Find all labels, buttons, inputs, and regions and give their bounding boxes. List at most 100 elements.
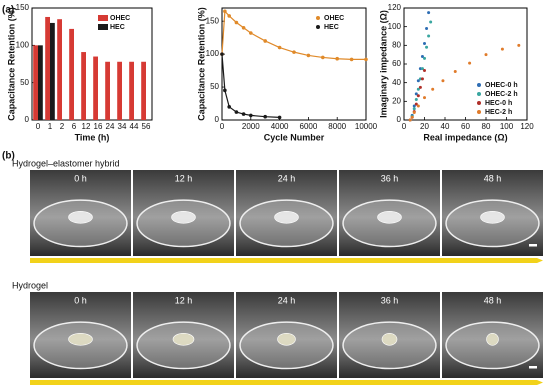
point — [227, 14, 231, 18]
point — [335, 56, 340, 61]
y-tick-label: 60 — [392, 59, 401, 68]
point — [416, 87, 420, 91]
point — [500, 47, 504, 51]
x-tick-label: 20 — [420, 122, 429, 131]
bar — [81, 52, 86, 121]
point — [241, 25, 246, 30]
y-axis-label: Capacitance Retention (%) — [196, 7, 206, 121]
point — [263, 114, 268, 119]
time-label: 24 h — [278, 295, 296, 305]
point — [220, 52, 224, 56]
point — [418, 85, 422, 89]
point — [410, 115, 414, 119]
legend-swatch — [98, 15, 108, 21]
x-axis-label: Real impedance (Ω) — [423, 132, 507, 142]
x-tick-label: 24 — [106, 122, 115, 131]
y-tick-label: 150 — [206, 16, 220, 25]
point — [234, 20, 239, 25]
point — [425, 27, 429, 31]
point — [306, 53, 311, 58]
y-tick-label: 50 — [20, 78, 29, 87]
x-tick-label: 16 — [94, 122, 103, 131]
point — [414, 97, 418, 101]
point — [418, 67, 422, 71]
point — [429, 20, 433, 24]
x-tick-label: 1 — [48, 122, 53, 131]
x-tick-label: 80 — [482, 122, 491, 131]
point — [427, 11, 431, 15]
sample — [381, 332, 398, 346]
point — [412, 111, 416, 115]
point — [414, 92, 418, 96]
point — [416, 79, 420, 83]
time-label: 48 h — [484, 295, 502, 305]
point — [412, 107, 416, 111]
legend-swatch — [477, 83, 481, 87]
x-tick-label: 4000 — [271, 122, 289, 131]
sample — [377, 211, 402, 224]
y-tick-label: 150 — [16, 3, 30, 12]
x-tick-label: 6 — [72, 122, 77, 131]
y-axis-label: Imaginary impedance (Ω) — [378, 10, 388, 118]
point — [423, 69, 426, 73]
series-line — [221, 54, 280, 118]
point — [423, 56, 426, 60]
point — [418, 77, 422, 81]
legend-swatch — [316, 25, 320, 29]
point — [234, 110, 239, 114]
point — [223, 88, 227, 93]
legend-swatch — [98, 24, 108, 30]
y-tick-label: 0 — [215, 115, 220, 124]
y-tick-label: 40 — [392, 78, 401, 87]
legend-swatch — [477, 110, 481, 114]
time-label: 0 h — [74, 173, 87, 183]
x-tick-label: 0 — [36, 122, 41, 131]
x-tick-label: 12 — [82, 122, 91, 131]
sample — [277, 332, 296, 346]
point — [468, 61, 472, 65]
x-tick-label: 40 — [441, 122, 450, 131]
point — [517, 43, 521, 47]
time-label: 36 h — [381, 173, 399, 183]
panel-label: (b) — [2, 151, 15, 162]
bar — [45, 16, 50, 120]
y-tick-label: 0 — [25, 115, 30, 124]
point — [441, 79, 445, 83]
bar — [38, 45, 43, 121]
x-tick-label: 2 — [60, 122, 65, 131]
x-tick-label: 60 — [461, 122, 470, 131]
legend-swatch — [316, 16, 320, 20]
time-label: 48 h — [484, 173, 502, 183]
timeline-arrow — [30, 380, 543, 385]
y-axis-label: Capacitance Retention (%) — [6, 7, 16, 121]
y-tick-label: 20 — [392, 96, 401, 105]
bar — [69, 28, 74, 121]
point — [408, 118, 412, 122]
x-tick-label: 34 — [118, 122, 127, 131]
sample — [68, 332, 93, 346]
time-label: 12 h — [175, 173, 193, 183]
point — [277, 45, 282, 50]
bar — [105, 61, 110, 120]
point — [414, 102, 418, 106]
y-tick-label: 100 — [388, 22, 402, 31]
point — [364, 57, 368, 62]
x-axis-label: Cycle Number — [264, 132, 325, 142]
bar — [129, 61, 134, 120]
bar — [93, 56, 98, 120]
scale-bar — [529, 244, 537, 247]
timeline-arrow — [30, 258, 543, 263]
row-title: Hydrogel–elastomer hybrid — [12, 158, 120, 168]
legend-swatch — [477, 101, 481, 105]
point — [321, 55, 325, 60]
point — [423, 96, 426, 100]
sample — [172, 332, 195, 346]
point — [416, 104, 420, 108]
x-tick-label: 0 — [402, 122, 407, 131]
x-tick-label: 100 — [500, 122, 514, 131]
legend-label: OHEC — [324, 15, 344, 22]
time-label: 36 h — [381, 295, 399, 305]
y-tick-label: 120 — [388, 3, 402, 12]
bar — [141, 61, 146, 120]
bar — [57, 19, 62, 121]
